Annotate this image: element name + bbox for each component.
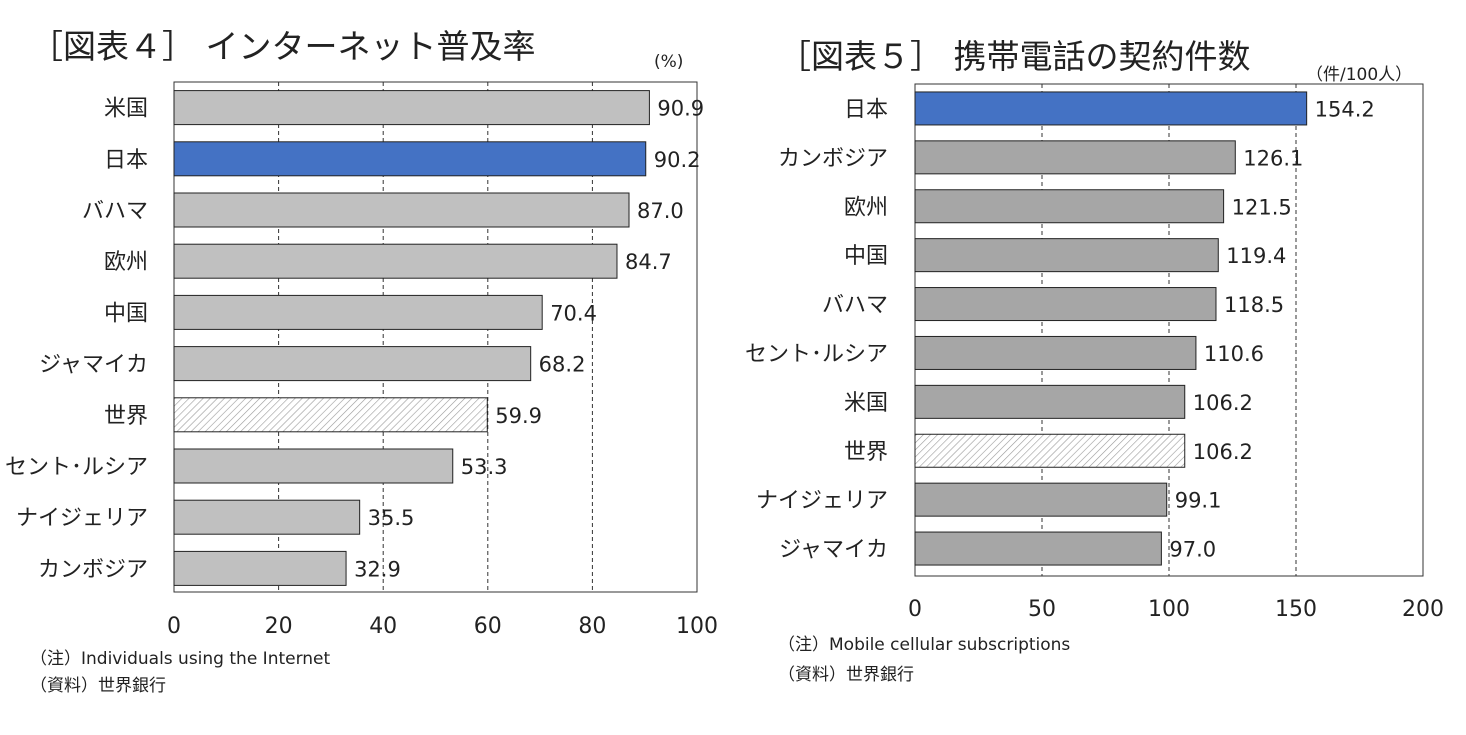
value-label: 121.5 [1232, 195, 1292, 219]
category-label: ジャマイカ [779, 538, 888, 563]
x-tick-label: 100 [1148, 597, 1190, 622]
bar [173, 294, 543, 330]
bar [173, 192, 630, 228]
bar [173, 346, 532, 382]
x-tick-label: 40 [369, 614, 397, 639]
value-label: 119.4 [1226, 244, 1286, 268]
category-label: カンボジア [778, 146, 888, 171]
chart1-unit: (%) [654, 52, 684, 72]
chart2-source: （資料）世界銀行 [778, 665, 914, 685]
category-label: 欧州 [104, 250, 148, 275]
x-tick-label: 200 [1402, 597, 1444, 622]
bar [173, 141, 647, 177]
category-label: カンボジア [38, 557, 148, 582]
bar [173, 90, 650, 126]
value-label: 90.2 [654, 148, 701, 172]
value-label: 84.7 [625, 250, 672, 274]
category-label: セント･ルシア [5, 455, 148, 480]
bar [173, 448, 454, 484]
bar [914, 335, 1197, 370]
chart1-note: （注）Individuals using the Internet [30, 649, 331, 669]
value-label: 106.2 [1193, 440, 1253, 464]
category-label: バハマ [82, 199, 148, 224]
value-label: 90.9 [657, 97, 704, 121]
x-tick-label: 0 [167, 614, 181, 639]
value-label: 126.1 [1243, 146, 1303, 170]
value-label: 97.0 [1169, 538, 1216, 562]
bar [173, 550, 347, 586]
value-label: 154.2 [1315, 97, 1375, 121]
category-label: 米国 [844, 391, 888, 416]
bar [173, 397, 488, 433]
bar [173, 243, 618, 279]
value-label: 70.4 [550, 301, 597, 325]
category-label: ナイジェリア [756, 489, 888, 514]
internet-penetration-chart: 0 20 40 60 80 100 米国 90.9 日本 90.2 バハマ 87.0 欧州 84.7 中国 7… [5, 81, 718, 639]
bar [173, 499, 361, 535]
chart1-source: （資料）世界銀行 [30, 676, 166, 696]
bar [914, 287, 1217, 322]
bar [914, 433, 1186, 468]
mobile-subscriptions-chart: 0 50 100 150 200 日本 154.2 カンボジア 126.1 欧州 121.5 中国 11… [745, 83, 1444, 622]
x-tick-label: 150 [1275, 597, 1317, 622]
category-label: ナイジェリア [16, 506, 148, 531]
x-tick-label: 100 [676, 614, 718, 639]
category-label: 中国 [844, 244, 888, 269]
value-label: 110.6 [1204, 342, 1264, 366]
value-label: 118.5 [1224, 293, 1284, 317]
category-label: 米国 [104, 97, 148, 122]
category-label: 欧州 [844, 195, 888, 220]
value-label: 32.9 [354, 557, 401, 581]
category-label: 日本 [844, 97, 888, 122]
x-tick-label: 0 [908, 597, 922, 622]
chart2-note: （注）Mobile cellular subscriptions [778, 635, 1071, 655]
bar [914, 238, 1219, 273]
category-label: ジャマイカ [39, 353, 148, 378]
value-label: 87.0 [637, 199, 684, 223]
bar [914, 189, 1225, 224]
category-label: 中国 [104, 301, 148, 326]
x-tick-label: 60 [474, 614, 502, 639]
chart1-title: ［図表４］ インターネット普及率 [30, 27, 536, 66]
bar [914, 531, 1162, 566]
value-label: 53.3 [461, 455, 508, 479]
plot-frame [173, 81, 698, 593]
category-label: 世界 [844, 440, 888, 465]
value-label: 68.2 [539, 353, 586, 377]
bar [914, 140, 1236, 175]
value-label: 106.2 [1193, 391, 1253, 415]
value-label: 35.5 [368, 506, 415, 530]
bar [914, 384, 1186, 419]
category-label: 日本 [104, 148, 148, 173]
value-label: 59.9 [495, 404, 542, 428]
chart2-title: ［図表５］ 携帯電話の契約件数 [778, 37, 1251, 76]
category-label: 世界 [104, 404, 148, 429]
bar [914, 482, 1168, 517]
category-label: バハマ [822, 293, 888, 318]
x-tick-label: 50 [1028, 597, 1056, 622]
x-tick-label: 20 [265, 614, 293, 639]
bar [914, 91, 1308, 126]
category-label: セント･ルシア [745, 342, 888, 367]
chart2-unit: （件/100人） [1306, 65, 1413, 85]
value-label: 99.1 [1175, 489, 1222, 513]
x-tick-label: 80 [578, 614, 606, 639]
